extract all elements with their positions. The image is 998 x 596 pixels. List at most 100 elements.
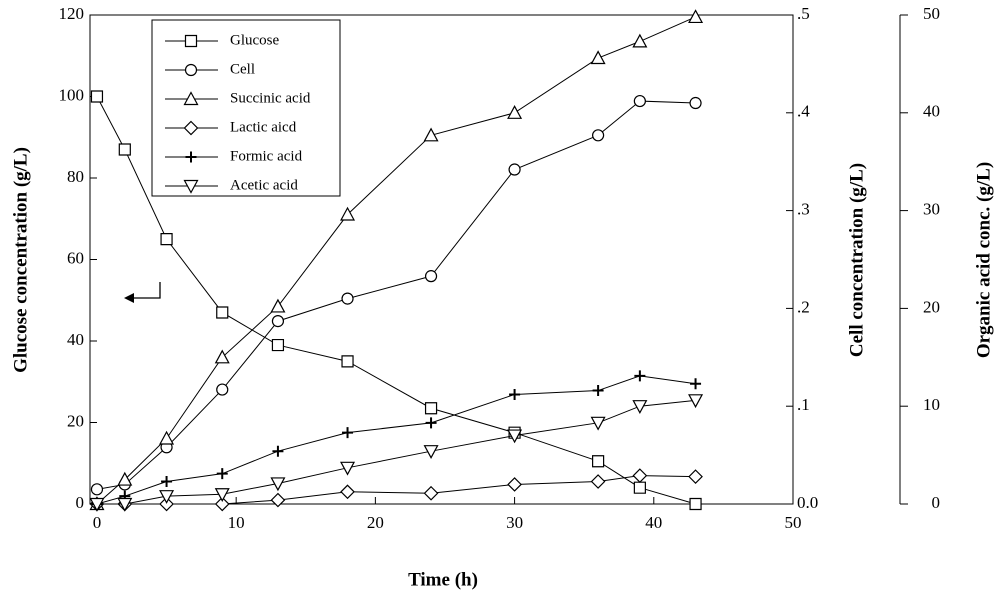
x-tick-label: 30: [506, 513, 523, 532]
x-tick-label: 10: [228, 513, 245, 532]
y3-tick-label: 40: [923, 102, 940, 121]
y2-tick-label: 0.0: [797, 493, 818, 512]
legend-marker: [184, 34, 198, 48]
data-point: [507, 429, 523, 444]
legend-label: Cell: [230, 61, 255, 77]
legend-label: Lactic aicd: [230, 119, 297, 135]
data-point: [271, 338, 285, 352]
y-axis-title: Glucose concentration (g/L): [10, 147, 31, 373]
data-point: [688, 394, 704, 409]
data-point: [161, 476, 173, 488]
data-point: [271, 315, 285, 328]
series-line: [96, 475, 696, 505]
data-point: [592, 455, 605, 468]
data-point: [424, 270, 438, 283]
data-point: [214, 488, 230, 502]
arrow-head: [124, 293, 134, 303]
data-point: [690, 378, 702, 390]
data-point: [689, 497, 702, 511]
y2-tick-label: .3: [797, 200, 810, 219]
x-axis-title: Time (h): [408, 569, 478, 590]
y-tick-label: 80: [67, 167, 84, 186]
data-point: [159, 490, 175, 504]
data-point: [508, 163, 521, 176]
y-tick-label: 100: [59, 85, 85, 104]
legend-label: Formic acid: [230, 148, 303, 164]
data-point: [340, 461, 356, 476]
data-point: [341, 292, 354, 305]
data-point: [90, 90, 104, 103]
data-point: [270, 492, 286, 508]
x-tick-label: 20: [367, 513, 384, 532]
y2-tick-label: .4: [797, 102, 810, 121]
data-point: [216, 468, 228, 480]
data-point: [423, 127, 439, 142]
data-point: [341, 355, 354, 368]
data-point: [590, 416, 606, 431]
data-point: [117, 497, 133, 512]
data-point: [340, 484, 355, 500]
y3-tick-label: 0: [932, 493, 941, 512]
data-point: [272, 445, 284, 457]
data-point: [632, 468, 648, 483]
data-point: [216, 383, 229, 396]
data-point: [688, 469, 703, 484]
data-point: [633, 94, 646, 108]
y-tick-label: 20: [67, 411, 84, 430]
legend-marker: [183, 120, 199, 136]
legend-marker: [183, 179, 199, 194]
x-tick-label: 50: [785, 513, 802, 532]
y2-tick-label: .1: [797, 395, 810, 414]
data-point: [425, 417, 437, 429]
data-point: [590, 50, 606, 65]
legend-label: Glucose: [230, 32, 279, 48]
y2-tick-label: .2: [797, 297, 810, 316]
data-point: [423, 485, 439, 501]
data-point: [592, 385, 604, 397]
data-point: [632, 400, 648, 414]
data-point: [90, 483, 104, 496]
data-point: [592, 129, 605, 142]
data-point: [117, 471, 133, 486]
data-point: [270, 298, 286, 313]
data-point: [342, 427, 354, 439]
legend-box: [151, 19, 341, 197]
legend-label: Acetic acid: [230, 177, 298, 193]
data-point: [89, 497, 105, 512]
data-point: [159, 430, 175, 445]
legend-marker: [185, 151, 197, 163]
data-point: [214, 349, 230, 364]
series-line: [96, 399, 696, 505]
y-tick-label: 0: [76, 493, 85, 512]
data-point: [159, 496, 174, 512]
y3-tick-label: 20: [923, 297, 940, 316]
data-point: [689, 96, 702, 110]
x-tick-label: 0: [93, 513, 102, 532]
y-tick-label: 60: [67, 248, 84, 267]
data-point: [423, 445, 439, 459]
data-point: [270, 477, 286, 492]
y3-tick-label: 30: [923, 200, 940, 219]
data-point: [118, 143, 131, 156]
y3-axis-title: Organic acid conc. (g/L): [973, 162, 994, 358]
data-point: [216, 306, 229, 319]
data-point: [214, 496, 230, 512]
y-tick-label: 120: [59, 4, 85, 23]
y-tick-label: 40: [67, 330, 84, 349]
data-point: [590, 474, 606, 489]
data-point: [507, 105, 523, 119]
x-tick-label: 40: [645, 513, 662, 532]
y3-tick-label: 50: [923, 4, 940, 23]
y2-axis-title: Cell concentration (g/L): [846, 163, 867, 357]
legend-marker: [184, 63, 198, 77]
arrow: [130, 282, 161, 299]
data-point: [340, 206, 356, 221]
legend-label: Succinic acid: [230, 90, 311, 106]
data-point: [160, 233, 173, 246]
series-line: [96, 375, 696, 505]
data-point: [507, 477, 522, 492]
y3-tick-label: 10: [923, 395, 940, 414]
y2-tick-label: .5: [797, 4, 810, 23]
data-point: [633, 481, 646, 494]
